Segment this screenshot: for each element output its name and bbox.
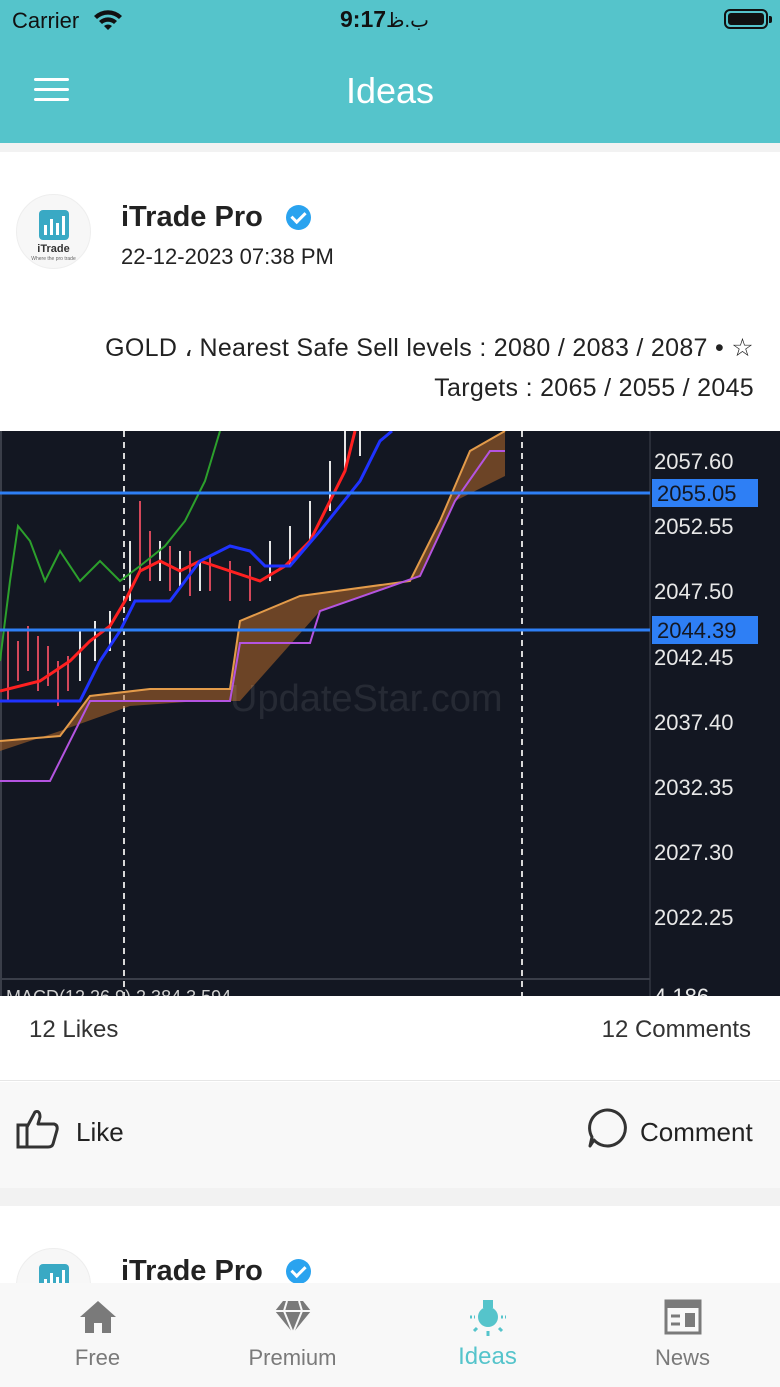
avatar-brand: iTrade — [37, 243, 70, 255]
chart-bars-icon — [39, 1264, 69, 1283]
nav-bar: Ideas — [0, 40, 780, 143]
comment-label: Comment — [640, 1117, 753, 1147]
post-date: 22-12-2023 07:38 PM — [121, 244, 334, 269]
menu-line — [34, 78, 69, 81]
tab-label: Free — [74, 1345, 121, 1370]
ideas-feed[interactable]: iTrade Where the pro trade iTrade Pro 22… — [0, 143, 780, 1283]
price-tick: 2057.60 — [654, 449, 734, 474]
comment-button[interactable]: Comment — [586, 1102, 764, 1156]
status-time: ب.ظ9:17 — [340, 6, 435, 33]
level-label: 2055.05 — [657, 481, 737, 506]
post-text-line: GOLD ، Nearest Safe Sell levels : 2080 /… — [105, 334, 754, 362]
menu-line — [34, 88, 69, 91]
newspaper-icon — [663, 1297, 703, 1337]
wifi-icon — [92, 8, 124, 37]
post-card: iTrade Where the pro trade iTrade Pro 22… — [0, 152, 780, 1188]
menu-button[interactable] — [34, 78, 72, 104]
price-tick: 2027.30 — [654, 840, 734, 865]
avatar[interactable] — [16, 1248, 91, 1283]
thumbs-up-icon — [16, 1108, 60, 1155]
locale-suffix: ب.ظ — [386, 10, 429, 32]
page-title: Ideas — [345, 70, 435, 111]
verified-badge-icon — [286, 1259, 311, 1283]
status-bar: Carrier ب.ظ9:17 — [0, 0, 780, 40]
indicator-label: MACD(12,26,9) 2.384 3.594 — [6, 987, 231, 996]
tab-free[interactable]: Free — [0, 1283, 195, 1387]
price-tick: 2047.50 — [654, 579, 734, 604]
post-text: GOLD ، Nearest Safe Sell levels : 2080 /… — [14, 328, 754, 408]
price-chart: UpdateStar.com 2057.60 2052.55 2047.50 2… — [0, 431, 758, 996]
diamond-icon — [273, 1297, 313, 1337]
post-chart-image[interactable]: UpdateStar.com 2057.60 2052.55 2047.50 2… — [0, 431, 780, 996]
battery-icon — [724, 9, 772, 29]
post-card: iTrade Pro — [0, 1206, 780, 1283]
carrier-label: Carrier — [12, 8, 80, 33]
lightbulb-icon — [468, 1297, 508, 1337]
post-actions: Like Comment — [0, 1082, 780, 1188]
tab-ideas[interactable]: Ideas — [390, 1283, 585, 1387]
avatar[interactable]: iTrade Where the pro trade — [16, 194, 91, 269]
chart-watermark: UpdateStar.com — [230, 678, 502, 720]
post-text-line: Targets : 2065 / 2055 / 2045 — [434, 374, 754, 402]
tab-premium[interactable]: Premium — [195, 1283, 390, 1387]
post-author[interactable]: iTrade Pro — [121, 201, 263, 233]
avatar-tagline: Where the pro trade — [31, 256, 76, 262]
chart-bars-icon — [39, 210, 69, 240]
tab-label: Ideas — [458, 1343, 517, 1370]
comments-count[interactable]: 12 Comments — [601, 1016, 751, 1043]
price-tick: 2022.25 — [654, 905, 734, 930]
level-label: 2044.39 — [657, 618, 737, 643]
tab-label: Premium — [248, 1345, 337, 1370]
home-icon — [78, 1297, 118, 1337]
tab-bar: Free Premium Ideas — [0, 1283, 780, 1387]
price-tick: 2042.45 — [654, 645, 734, 670]
post-author[interactable]: iTrade Pro — [121, 1255, 263, 1283]
tab-news[interactable]: News — [585, 1283, 780, 1387]
price-tick: 2032.35 — [654, 775, 734, 800]
time-value: 9:17 — [340, 6, 387, 32]
price-tick: 2052.55 — [654, 514, 734, 539]
likes-count[interactable]: 12 Likes — [29, 1016, 119, 1043]
menu-line — [34, 98, 69, 101]
price-tick: 2037.40 — [654, 710, 734, 735]
like-button[interactable]: Like — [16, 1102, 136, 1156]
tab-label: News — [654, 1345, 710, 1370]
post-stats: 12 Likes 12 Comments — [0, 996, 780, 1081]
verified-badge-icon — [286, 205, 311, 230]
like-label: Like — [76, 1117, 124, 1147]
comment-bubble-icon — [586, 1107, 628, 1154]
indicator-value: 4.186 — [654, 984, 709, 996]
